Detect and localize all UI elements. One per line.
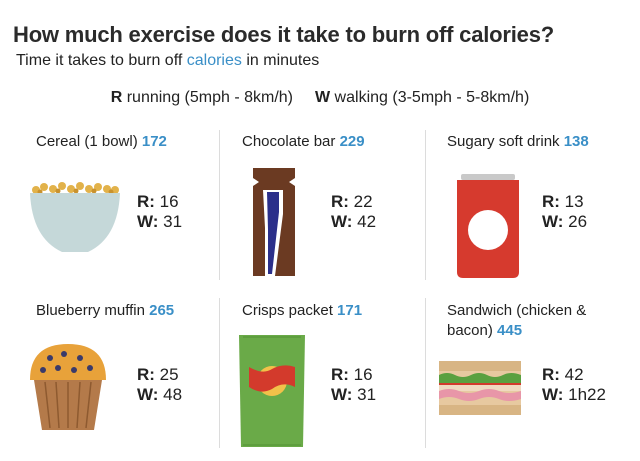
running-time: R: 25 — [137, 365, 179, 384]
sandwich-icon — [439, 361, 521, 420]
walking-time: W: 31 — [137, 212, 183, 231]
food-name: Crisps packet 171 — [242, 302, 363, 319]
walking-time: W: 26 — [542, 212, 588, 231]
legend-walking-text: walking (3-5mph - 5-8km/h) — [330, 89, 530, 106]
subtitle-text-end: in minutes — [241, 52, 320, 69]
walking-time: W: 31 — [331, 385, 377, 404]
legend-running-key: R — [110, 89, 123, 106]
walking-time: W: 1h22 — [542, 385, 606, 404]
page-subtitle: Time it takes to burn off calories in mi… — [16, 52, 319, 70]
exercise-times: R: 42 W: 1h22 — [542, 365, 606, 405]
calorie-count: 138 — [563, 133, 589, 150]
food-item-sandwich: Sandwich (chicken & bacon) 445 R: 42 W: … — [439, 301, 640, 461]
food-name: Sandwich (chicken & bacon) 445 — [447, 302, 587, 339]
running-time: R: 16 — [331, 365, 373, 384]
exercise-times: R: 25 W: 48 — [137, 365, 182, 405]
divider — [219, 130, 220, 280]
running-time: R: 13 — [542, 192, 584, 211]
exercise-times: R: 22 W: 42 — [331, 192, 376, 232]
food-item-cereal: Cereal (1 bowl) 172 R: 16 W: 31 — [30, 132, 236, 292]
exercise-times: R: 13 W: 26 — [542, 192, 587, 232]
legend-running-text: running (5mph - 8km/h) — [122, 89, 293, 106]
soda-can-icon — [455, 174, 521, 283]
cereal-bowl-icon — [28, 178, 122, 263]
exercise-times: R: 16 W: 31 — [137, 192, 182, 232]
crisps-packet-icon — [237, 333, 307, 454]
food-name: Sugary soft drink 138 — [447, 133, 589, 150]
running-time: R: 16 — [137, 192, 179, 211]
legend-walking-key: W — [315, 89, 331, 106]
walking-time: W: 42 — [331, 212, 377, 231]
exercise-times: R: 16 W: 31 — [331, 365, 376, 405]
calorie-count: 171 — [337, 302, 363, 319]
running-time: R: 42 — [542, 365, 584, 384]
legend: R running (5mph - 8km/h) W walking (3-5mp… — [0, 89, 640, 107]
chocolate-bar-icon — [252, 168, 296, 281]
food-name: Blueberry muffin 265 — [36, 302, 175, 319]
calorie-count: 445 — [497, 322, 523, 339]
food-item-crisps-packet: Crisps packet 171 R: 16 W: 31 — [239, 301, 442, 461]
divider — [425, 298, 426, 448]
muffin-icon — [28, 344, 108, 435]
divider — [425, 130, 426, 280]
food-item-chocolate-bar: Chocolate bar 229 R: 22 W: 42 — [242, 132, 442, 292]
food-item-soft-drink: Sugary soft drink 138 R: 13 W: 26 — [447, 132, 640, 292]
divider — [219, 298, 220, 448]
subtitle-highlight: calories — [186, 52, 242, 69]
food-item-blueberry-muffin: Blueberry muffin 265 R: 25 W: 48 — [30, 301, 236, 461]
subtitle-text-start: Time it takes to burn off — [16, 52, 187, 69]
calorie-count: 265 — [149, 302, 175, 319]
page-title: How much exercise does it take to burn o… — [13, 22, 554, 47]
food-name: Cereal (1 bowl) 172 — [36, 133, 167, 150]
food-name: Chocolate bar 229 — [242, 133, 365, 150]
running-time: R: 22 — [331, 192, 373, 211]
calorie-count: 172 — [141, 133, 167, 150]
walking-time: W: 48 — [137, 385, 183, 404]
calorie-count: 229 — [339, 133, 365, 150]
